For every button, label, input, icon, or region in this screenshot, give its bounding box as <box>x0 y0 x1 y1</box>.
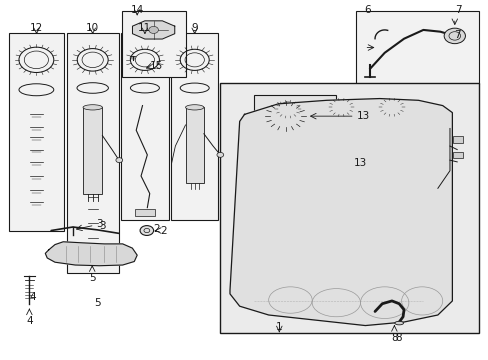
Circle shape <box>443 28 465 44</box>
Text: 8: 8 <box>394 333 401 343</box>
Bar <box>66 33 119 273</box>
Text: 4: 4 <box>26 316 33 326</box>
Text: 3: 3 <box>99 221 106 231</box>
Text: 2: 2 <box>153 224 160 234</box>
Text: 4: 4 <box>29 292 36 302</box>
Text: 13: 13 <box>353 158 366 168</box>
Text: 1: 1 <box>275 322 282 332</box>
Ellipse shape <box>185 105 203 110</box>
Text: 15: 15 <box>149 61 163 71</box>
Bar <box>185 107 203 183</box>
Text: 10: 10 <box>86 23 99 33</box>
Bar <box>452 152 462 158</box>
Bar <box>171 33 218 220</box>
Ellipse shape <box>394 321 403 325</box>
Text: 8: 8 <box>390 333 397 343</box>
Text: 3: 3 <box>96 219 102 229</box>
Bar <box>9 33 64 230</box>
Text: 13: 13 <box>356 111 369 121</box>
Bar <box>121 33 168 220</box>
Ellipse shape <box>83 105 102 110</box>
Bar <box>254 95 336 172</box>
Polygon shape <box>45 242 137 266</box>
Text: 14: 14 <box>130 5 143 14</box>
Text: 5: 5 <box>89 273 95 283</box>
Circle shape <box>217 152 223 157</box>
Bar <box>122 10 185 77</box>
Polygon shape <box>229 99 451 325</box>
Polygon shape <box>132 21 174 39</box>
Text: 12: 12 <box>30 23 43 33</box>
Text: 2: 2 <box>160 225 167 235</box>
Circle shape <box>116 158 122 163</box>
Text: 7: 7 <box>454 5 461 15</box>
Bar <box>83 107 102 194</box>
Bar <box>135 210 154 216</box>
Circle shape <box>140 226 153 235</box>
Text: 9: 9 <box>191 23 198 33</box>
Text: 6: 6 <box>363 5 370 14</box>
Bar <box>220 83 478 333</box>
Text: 7: 7 <box>453 30 460 40</box>
Circle shape <box>148 26 158 33</box>
Bar <box>355 10 478 85</box>
Text: 11: 11 <box>138 23 151 33</box>
Bar <box>452 136 462 143</box>
Text: 5: 5 <box>94 298 101 308</box>
